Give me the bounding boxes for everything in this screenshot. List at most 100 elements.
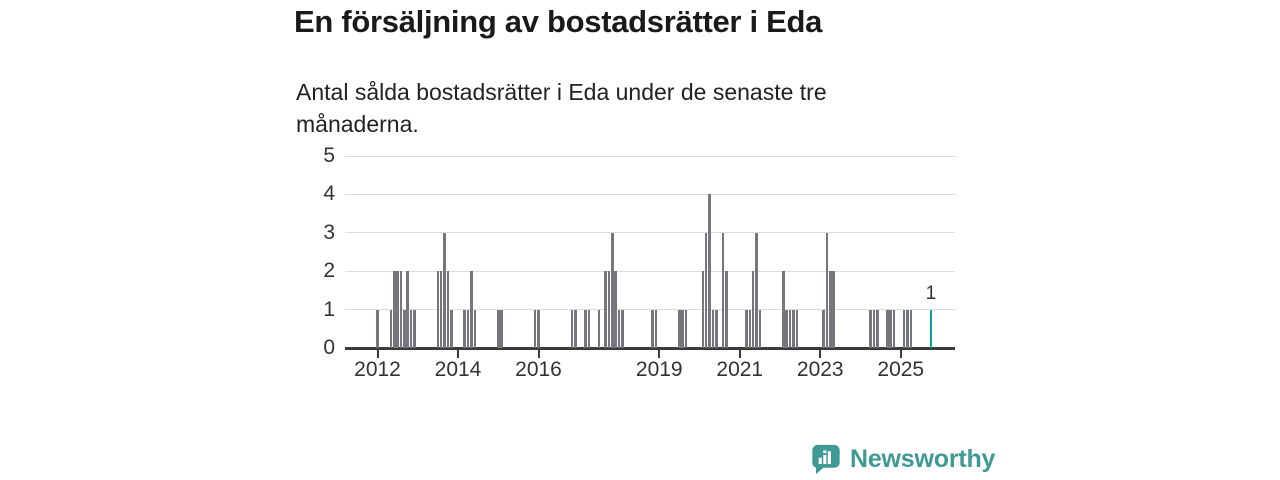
bar-2013-10 bbox=[446, 271, 450, 348]
y-axis-tick-label: 5 bbox=[323, 144, 335, 167]
bar-2021-06 bbox=[755, 232, 758, 348]
bar-2017-07 bbox=[597, 309, 601, 348]
x-axis-tick-label: 2016 bbox=[515, 358, 562, 381]
bar-2012-10 bbox=[406, 271, 409, 348]
bar-2016-01 bbox=[537, 309, 540, 348]
bar-2022-03 bbox=[785, 309, 788, 348]
newsworthy-logo-text: Newsworthy bbox=[850, 445, 996, 473]
bar-2019-09 bbox=[684, 309, 688, 348]
y-axis-tick-label: 1 bbox=[323, 297, 335, 321]
x-axis-tick-2021 bbox=[738, 349, 741, 358]
bar-2017-09 bbox=[604, 271, 607, 348]
bar-2014-06 bbox=[473, 309, 477, 348]
x-axis-tick-label: 2025 bbox=[877, 358, 925, 381]
bar-2021-05 bbox=[751, 271, 755, 348]
x-axis-tick-label: 2012 bbox=[354, 358, 401, 381]
x-axis-tick-label: 2014 bbox=[434, 358, 482, 381]
bar-2012-12 bbox=[413, 309, 416, 348]
bar-2020-06 bbox=[715, 309, 718, 348]
gridline-y5 bbox=[345, 155, 955, 157]
bar-2013-09 bbox=[443, 232, 446, 348]
x-axis-line bbox=[345, 347, 955, 350]
bar-2012-11 bbox=[409, 309, 413, 348]
bar-2017-10 bbox=[607, 271, 611, 348]
y-axis-tick-label: 4 bbox=[323, 182, 335, 206]
bar-2020-05 bbox=[711, 309, 715, 348]
x-axis-tick-2014 bbox=[457, 349, 459, 358]
bar-2016-12 bbox=[574, 309, 577, 348]
bar-2012-05 bbox=[389, 309, 393, 348]
bar-2019-08 bbox=[681, 309, 684, 348]
bar-2020-04 bbox=[708, 194, 711, 348]
bar-2020-02 bbox=[701, 271, 705, 348]
bar-2014-05 bbox=[470, 271, 473, 348]
x-axis-tick-2023 bbox=[819, 349, 822, 358]
bar-2021-04 bbox=[748, 309, 752, 348]
bar-2025-03 bbox=[906, 309, 909, 348]
y-axis-tick-label: 3 bbox=[323, 220, 335, 244]
bar-2024-11 bbox=[892, 309, 896, 348]
bar-2015-01 bbox=[497, 309, 500, 348]
x-axis-tick-2012 bbox=[376, 349, 379, 358]
gridline-y4 bbox=[345, 193, 955, 195]
bar-2021-03 bbox=[745, 309, 748, 348]
bar-2023-04 bbox=[829, 271, 832, 348]
bar-2024-06 bbox=[876, 309, 879, 348]
bar-2020-09 bbox=[725, 271, 728, 348]
bar-2022-06 bbox=[795, 309, 799, 348]
bar-2021-07 bbox=[758, 309, 762, 348]
bar-2023-05 bbox=[832, 271, 835, 348]
bar-2014-04 bbox=[466, 309, 470, 348]
bar-2013-08 bbox=[439, 271, 443, 348]
bar-2012-07 bbox=[396, 271, 399, 348]
gridline-y2 bbox=[345, 270, 955, 272]
bar-2015-12 bbox=[533, 309, 537, 348]
bar-2013-07 bbox=[436, 271, 440, 348]
bar-2017-03 bbox=[584, 309, 587, 348]
bar-2015-02 bbox=[500, 309, 503, 348]
bar-2025-02 bbox=[902, 309, 906, 348]
bar-2024-09 bbox=[886, 309, 889, 348]
bar-2018-01 bbox=[617, 309, 621, 348]
bar-2024-10 bbox=[889, 309, 892, 348]
bar-2018-12 bbox=[654, 309, 658, 348]
newsworthy-logo-icon bbox=[812, 444, 840, 475]
x-axis-tick-2016 bbox=[537, 349, 540, 358]
bar-highlight-2025-10 bbox=[929, 309, 933, 348]
newsworthy-logo: Newsworthy bbox=[811, 444, 995, 475]
bar-2022-04 bbox=[788, 309, 792, 348]
page-title: En försäljning av bostadsrätter i Eda bbox=[294, 4, 823, 39]
bar-2023-02 bbox=[822, 309, 825, 348]
bar-2012-09 bbox=[403, 309, 406, 348]
bar-2017-11 bbox=[611, 232, 614, 348]
x-axis-tick-2025 bbox=[899, 349, 902, 358]
bar-2013-11 bbox=[450, 309, 453, 348]
bar-2017-04 bbox=[587, 309, 591, 348]
bar-2022-05 bbox=[792, 309, 795, 348]
bar-2012-06 bbox=[393, 271, 396, 348]
bar-2023-03 bbox=[825, 232, 829, 348]
y-axis-tick-label: 0 bbox=[323, 336, 335, 359]
chart-subtitle: Antal sålda bostadsrätter i Eda under de… bbox=[296, 79, 827, 137]
highlight-value-label: 1 bbox=[925, 282, 937, 304]
x-axis-tick-label: 2023 bbox=[796, 358, 844, 381]
bar-2024-05 bbox=[872, 309, 876, 348]
bar-2014-03 bbox=[463, 309, 466, 348]
x-axis-tick-label: 2019 bbox=[635, 358, 683, 381]
bar-2019-07 bbox=[678, 309, 681, 348]
gridline-y1 bbox=[345, 309, 955, 311]
bar-2018-02 bbox=[621, 309, 624, 348]
y-axis-tick-label: 2 bbox=[323, 259, 335, 283]
bar-2020-03 bbox=[704, 232, 708, 348]
bar-2022-02 bbox=[782, 271, 785, 348]
bar-2018-11 bbox=[651, 309, 654, 348]
bar-2016-11 bbox=[570, 309, 574, 348]
bar-2024-04 bbox=[869, 309, 872, 348]
gridline-y3 bbox=[345, 232, 955, 234]
x-axis-tick-label: 2021 bbox=[716, 358, 764, 381]
bar-2012-08 bbox=[399, 271, 403, 348]
bar-2025-04 bbox=[909, 309, 913, 348]
bar-2020-08 bbox=[721, 232, 725, 348]
bar-2017-12 bbox=[614, 271, 617, 348]
